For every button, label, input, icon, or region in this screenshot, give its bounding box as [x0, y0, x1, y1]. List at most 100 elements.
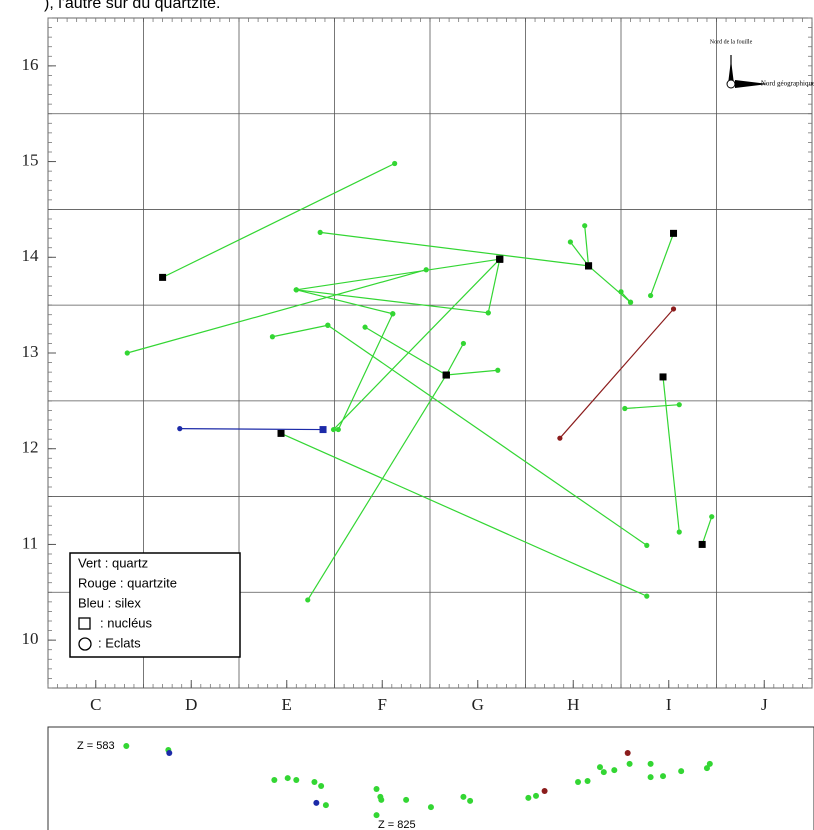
profile-z-bottom: Z = 825: [378, 819, 416, 830]
profile-point: [600, 769, 607, 776]
refit-line: [296, 258, 500, 291]
legend-item: : Eclats: [98, 635, 141, 650]
refit-line: [162, 162, 395, 278]
profile-point: [533, 792, 540, 799]
profile-point: [611, 767, 618, 774]
profile-point: [403, 796, 410, 803]
y-tick-label: 10: [22, 629, 39, 648]
profile-frame: [47, 726, 814, 830]
x-tick-label: C: [90, 695, 101, 714]
flake: [627, 299, 634, 305]
x-tick-label: H: [567, 695, 579, 714]
flake: [330, 426, 337, 433]
profile-point: [647, 760, 654, 767]
nucleus: [496, 255, 504, 263]
profile-point: [626, 760, 633, 767]
x-tick-label: F: [378, 695, 387, 714]
legend-item: Bleu : silex: [78, 595, 141, 610]
y-tick-label: 15: [22, 150, 39, 169]
flake: [622, 405, 628, 412]
refit-line: [179, 428, 324, 431]
flake: [362, 324, 368, 330]
nucleus: [585, 262, 593, 270]
refit-line: [662, 376, 680, 533]
flake: [648, 292, 654, 299]
refit-line: [624, 404, 680, 410]
profile-point: [575, 779, 582, 786]
y-tick-label: 16: [22, 55, 39, 74]
nucleus: [670, 229, 678, 237]
legend-circle: [78, 637, 92, 651]
nucleus: [277, 429, 285, 437]
refit-line: [364, 326, 447, 376]
caption: ), l'autre sur du quartzite.: [44, 0, 220, 12]
flake: [460, 340, 467, 347]
legend-box: [69, 552, 241, 658]
refit-line: [296, 289, 393, 315]
flake: [567, 239, 573, 245]
nucleus: [659, 373, 667, 381]
profile-point: [318, 783, 325, 789]
flake: [325, 322, 331, 328]
flake: [392, 160, 398, 167]
refit-line: [569, 241, 590, 267]
y-tick-label: 14: [22, 246, 40, 265]
flake: [390, 311, 396, 317]
profile-point: [271, 777, 278, 784]
flake: [670, 306, 677, 312]
profile-point: [596, 764, 603, 771]
legend-item: : nucléus: [100, 615, 153, 630]
refit-line: [272, 324, 328, 338]
profile-point: [373, 785, 380, 792]
profile-point: [525, 794, 532, 801]
profile-point: [647, 774, 654, 781]
north-arrow: Nord de la fouille Nord géographique: [710, 38, 814, 89]
flake: [124, 350, 130, 356]
refit-line: [296, 289, 489, 314]
legend-square: [78, 617, 91, 630]
refit-line: [487, 259, 501, 313]
flake: [335, 426, 341, 433]
profile-point: [284, 775, 291, 782]
profile-point: [678, 768, 685, 775]
flake: [305, 597, 311, 603]
profile-point: [427, 804, 434, 811]
north-geo: Nord géographique: [761, 80, 814, 88]
flake: [557, 435, 563, 441]
profile-point: [703, 765, 710, 772]
flake: [644, 542, 650, 548]
refit-line: [320, 231, 589, 267]
refit-line: [588, 265, 631, 303]
refit-line: [559, 308, 674, 439]
x-tick-label: I: [666, 695, 672, 714]
nucleus: [319, 426, 327, 434]
flake: [676, 529, 682, 535]
nucleus: [442, 371, 450, 379]
refit-line: [446, 369, 498, 376]
profile-point: [311, 779, 318, 786]
profile-point: [624, 749, 631, 756]
profile-point: [313, 799, 320, 806]
x-tick-label: E: [282, 695, 292, 714]
flake: [644, 593, 650, 599]
profile-point: [541, 787, 548, 794]
profile-point: [166, 749, 173, 756]
x-tick-label: D: [185, 695, 197, 714]
x-tick-label: J: [761, 695, 768, 714]
refit-line: [333, 258, 501, 430]
flake: [317, 229, 323, 235]
legend-item: Rouge : quartzite: [78, 575, 177, 590]
refit-line: [127, 269, 427, 354]
refit-line: [650, 233, 675, 296]
profile-point: [660, 773, 667, 780]
nucleus: [159, 273, 167, 281]
refit-line: [280, 432, 648, 597]
profile-point: [460, 793, 467, 800]
profile-point: [378, 796, 385, 803]
flake: [293, 287, 299, 293]
legend-item: Vert : quartz: [78, 555, 148, 570]
flake: [495, 367, 501, 373]
flake: [618, 289, 624, 295]
